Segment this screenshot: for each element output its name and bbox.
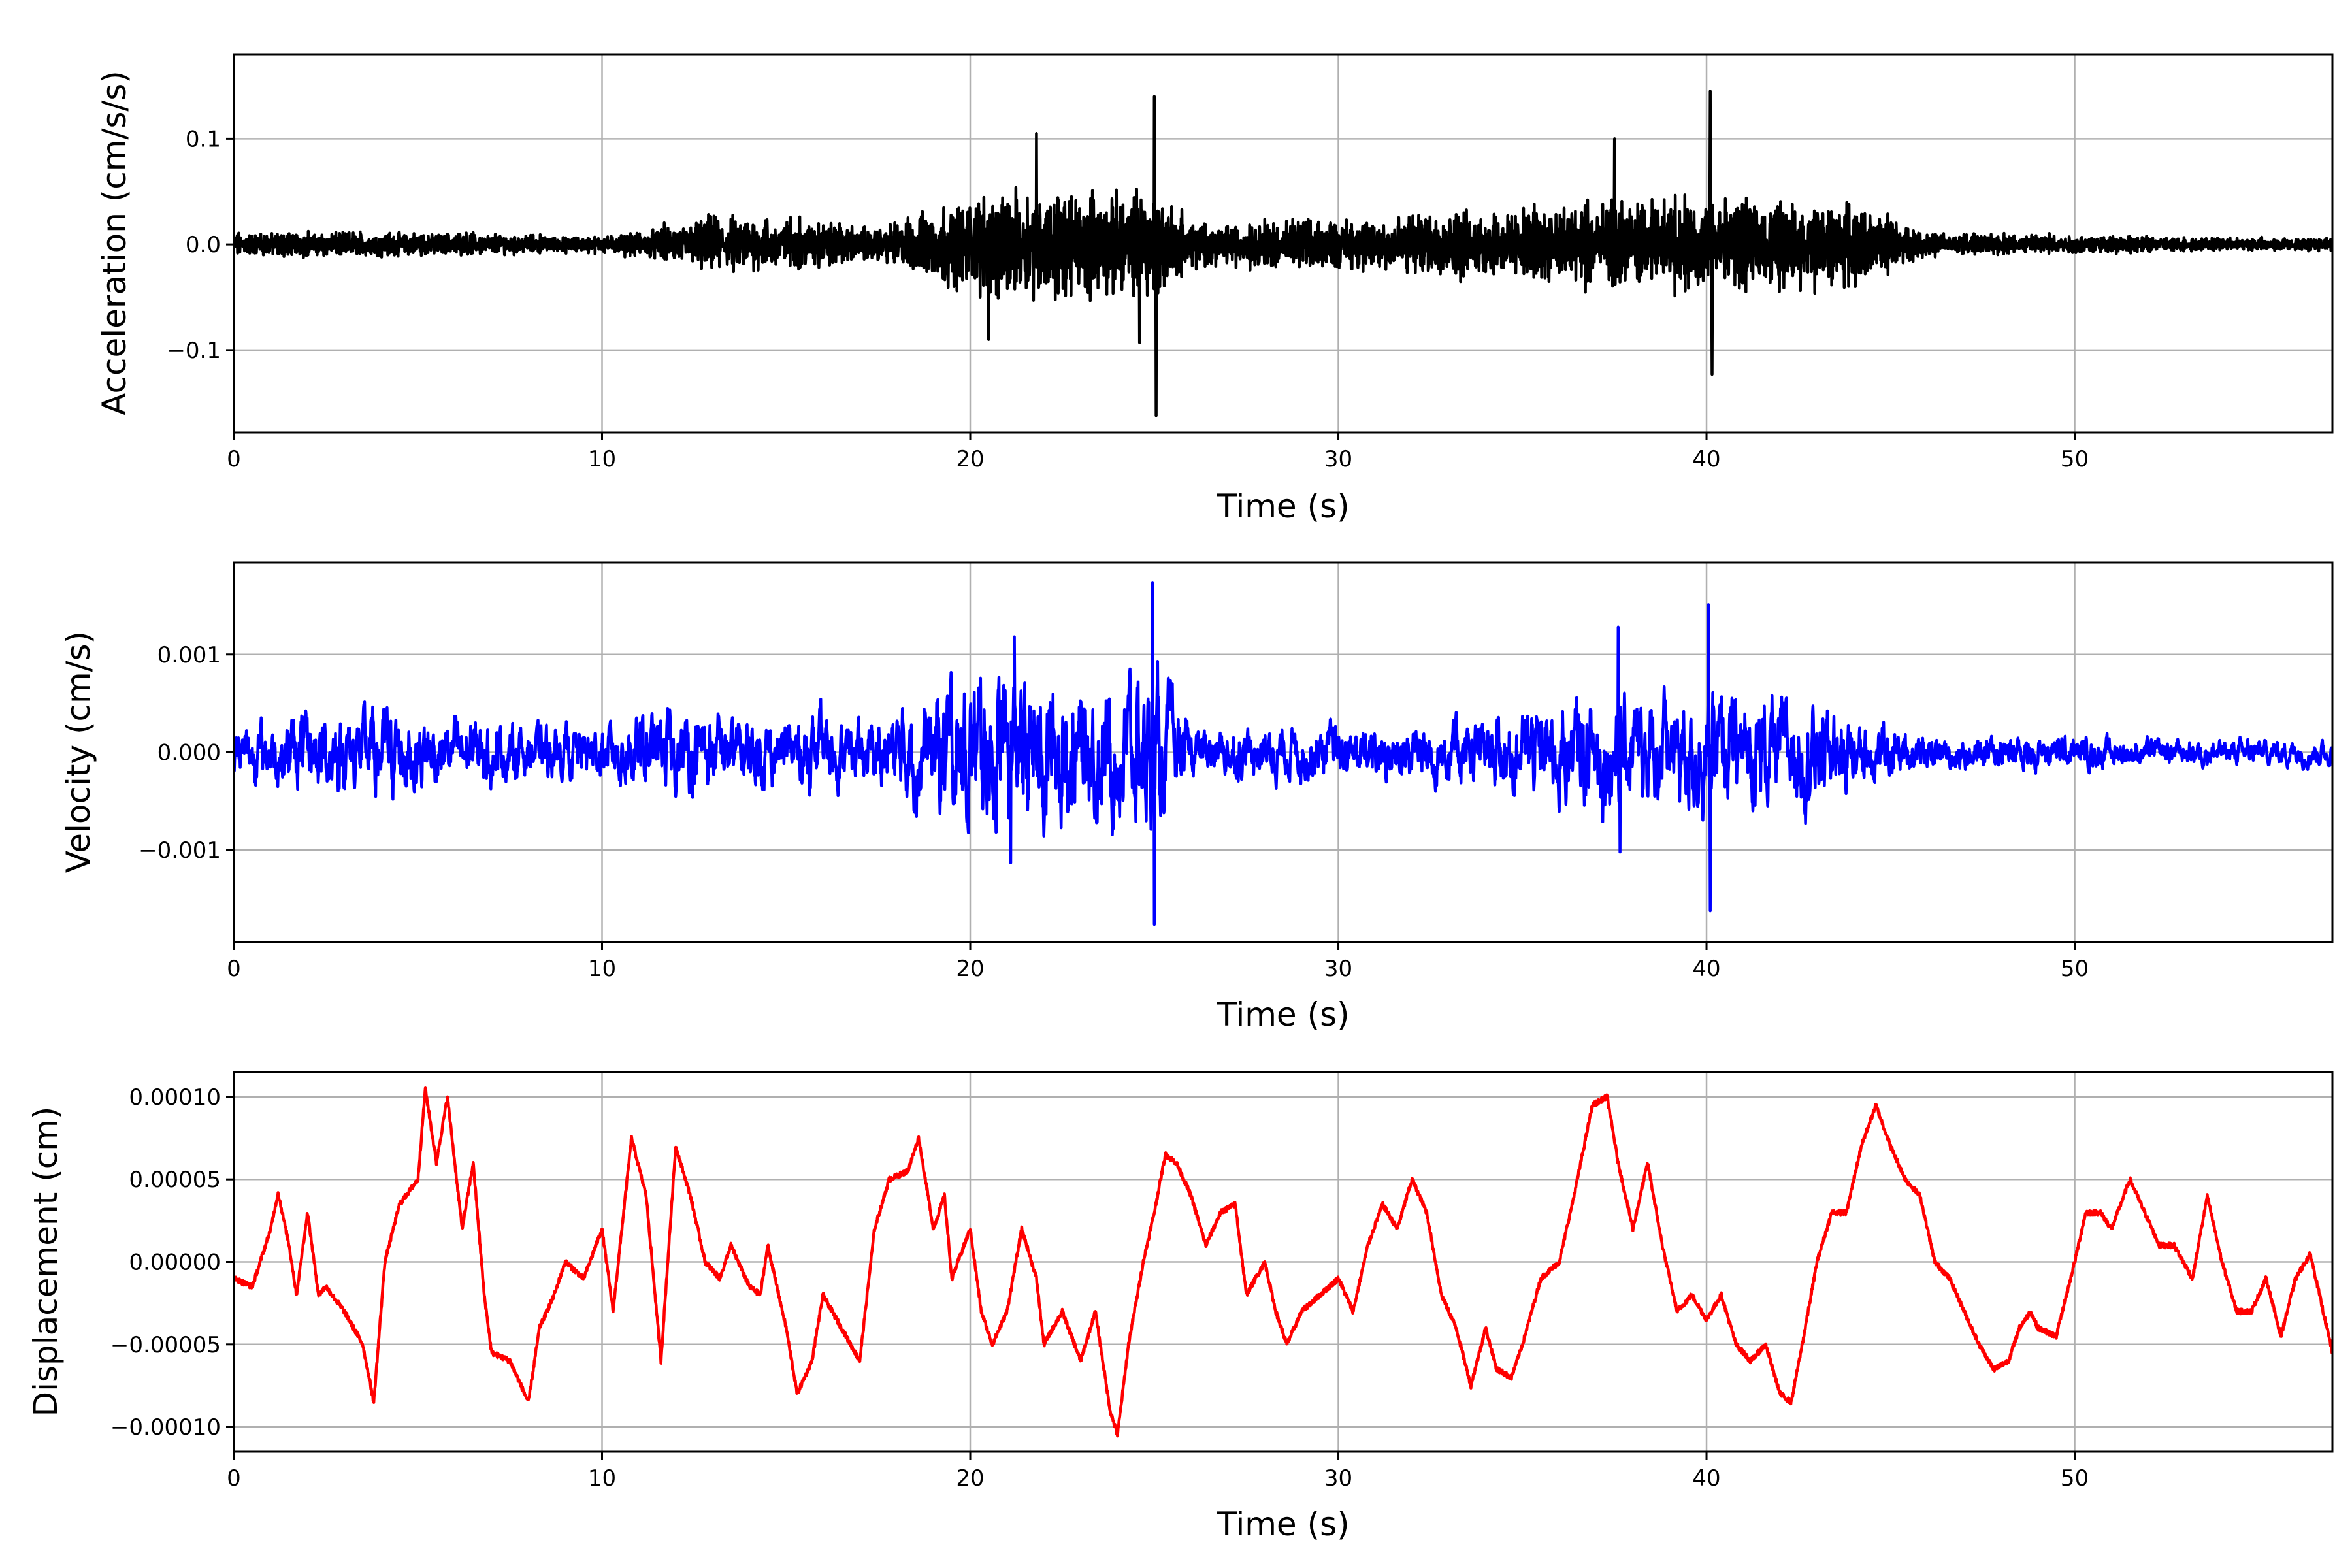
- displacement-series-line: [234, 1086, 2332, 1438]
- y-tick-label: 0.00000: [129, 1250, 221, 1276]
- x-tick-label: 20: [956, 446, 984, 472]
- x-tick-label: 10: [588, 956, 616, 982]
- x-tick-label: 0: [227, 1465, 241, 1492]
- y-tick-label: 0.001: [157, 642, 221, 668]
- y-tick-label: −0.001: [139, 838, 221, 864]
- velocity-series-line: [234, 581, 2332, 926]
- x-tick-label: 20: [956, 1465, 984, 1492]
- y-tick-label: 0.00010: [129, 1085, 221, 1111]
- x-tick-label: 30: [1324, 956, 1352, 982]
- acceleration-x-axis-label: Time (s): [1216, 487, 1349, 525]
- displacement-x-axis-label: Time (s): [1216, 1505, 1349, 1543]
- x-tick-label: 0: [227, 956, 241, 982]
- x-tick-label: 20: [956, 956, 984, 982]
- x-tick-label: 30: [1324, 1465, 1352, 1492]
- x-tick-label: 40: [1692, 956, 1720, 982]
- y-tick-label: 0.000: [157, 740, 221, 766]
- x-tick-label: 10: [588, 1465, 616, 1492]
- y-tick-label: −0.00005: [110, 1332, 221, 1358]
- x-tick-label: 30: [1324, 446, 1352, 472]
- velocity-y-axis-label: Velocity (cm/s): [59, 631, 97, 873]
- acceleration-y-axis-label: Acceleration (cm/s/s): [95, 71, 133, 416]
- x-tick-label: 0: [227, 446, 241, 472]
- displacement-axes-frame: [233, 1071, 2334, 1453]
- displacement-y-axis-label: Displacement (cm): [27, 1107, 65, 1417]
- acceleration-series-line: [234, 90, 2332, 417]
- velocity-panel: Time (s) Velocity (cm/s) 0 10 20 30 40 50 −0.0…: [59, 561, 2334, 1034]
- y-tick-label: 0.0: [186, 232, 221, 258]
- y-tick-label: −0.00010: [110, 1414, 221, 1441]
- x-tick-label: 50: [2061, 1465, 2089, 1492]
- x-tick-label: 50: [2061, 956, 2089, 982]
- displacement-panel: Time (s) Displacement (cm) 0 10 20 30 40 50 −0…: [27, 1071, 2334, 1543]
- acceleration-axes-frame: [233, 53, 2334, 434]
- x-tick-label: 40: [1692, 446, 1720, 472]
- x-tick-label: 40: [1692, 1465, 1720, 1492]
- velocity-x-axis-label: Time (s): [1216, 996, 1349, 1034]
- velocity-axes-frame: [233, 561, 2334, 943]
- acceleration-panel: Time (s) Acceleration (cm/s/s) 0 10 20 30 40…: [95, 53, 2334, 525]
- x-tick-label: 10: [588, 446, 616, 472]
- x-tick-label: 50: [2061, 446, 2089, 472]
- y-tick-label: 0.00005: [129, 1167, 221, 1193]
- y-tick-label: 0.1: [186, 126, 221, 152]
- y-tick-label: −0.1: [167, 338, 221, 364]
